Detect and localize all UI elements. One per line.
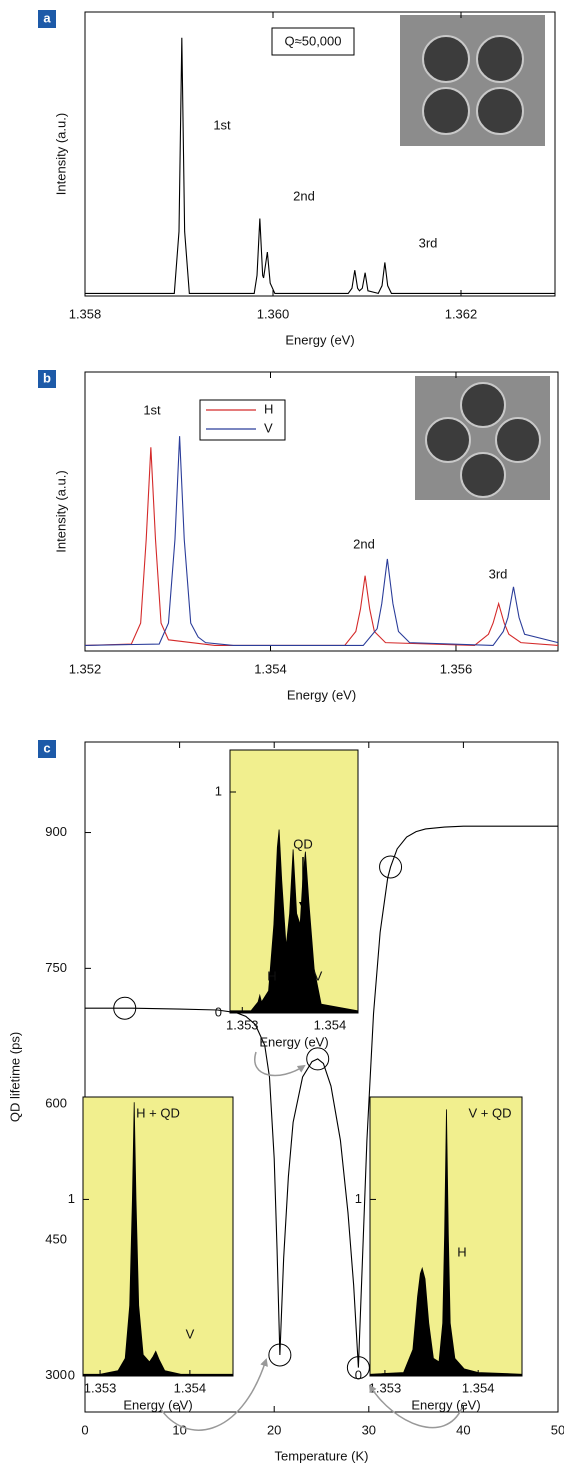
panel-label-box [38, 740, 56, 758]
y-tick-label: 1 [355, 1191, 362, 1206]
y-tick-label: 600 [45, 1096, 67, 1111]
x-tick-label: 1.354 [462, 1380, 495, 1395]
x-tick-label: 40 [456, 1422, 470, 1437]
x-axis-label: Energy (eV) [287, 687, 356, 702]
inset-spectrum [229, 829, 359, 1014]
y-axis-label: Intensity (a.u.) [53, 470, 68, 552]
x-tick-label: 1.353 [226, 1017, 259, 1032]
spectrum-line [84, 436, 559, 646]
panel-label: c [43, 740, 50, 755]
legend-label: H [264, 401, 273, 416]
sem-image-b [415, 376, 550, 500]
sem-image-a [400, 15, 545, 146]
panel-label-box [38, 10, 56, 28]
plot-frame [84, 11, 556, 297]
inset-peak-label: H [457, 1244, 466, 1259]
inset-peak-label: H + QD [136, 1105, 180, 1120]
peak-label: 3rd [419, 235, 438, 250]
x-tick-label: 1.353 [84, 1380, 117, 1395]
state-marker [113, 996, 137, 1020]
x-tick-label: 1.354 [174, 1380, 207, 1395]
y-tick-label: 0 [215, 1004, 222, 1019]
panel-label: b [43, 370, 51, 385]
inset-peak-label: V + QD [469, 1105, 512, 1120]
x-tick-label: 0 [81, 1422, 88, 1437]
y-tick-label: 900 [45, 824, 67, 839]
x-tick-label: 1.353 [369, 1380, 402, 1395]
y-tick-label: 1 [215, 783, 222, 798]
x-tick-label: 1.362 [445, 306, 478, 321]
peak-label: 2nd [353, 536, 375, 551]
pointer-arrow [368, 1384, 463, 1429]
x-tick-label: 1.358 [69, 306, 102, 321]
y-tick-label: 1 [68, 1191, 75, 1206]
y-tick-label: 0 [68, 1367, 75, 1382]
y-axis-label: Intensity (a.u.) [53, 113, 68, 195]
plot-frame [84, 741, 559, 1413]
x-axis-label: Energy (eV) [123, 1397, 192, 1412]
x-axis-label: Energy (eV) [259, 1034, 328, 1049]
inset-peak-label: QD [293, 836, 313, 851]
x-tick-label: 30 [362, 1422, 376, 1437]
x-tick-label: 10 [172, 1422, 186, 1437]
peak-label: 1st [143, 402, 161, 417]
x-tick-label: 1.360 [257, 306, 290, 321]
state-marker [346, 1356, 370, 1380]
y-tick-label: 450 [45, 1231, 67, 1246]
inset-peak-label: V [314, 968, 323, 983]
y-tick-label: 0 [355, 1367, 362, 1382]
y-axis-label: QD lifetime (ps) [7, 1032, 22, 1122]
state-marker [306, 1047, 330, 1071]
peak-label: 1st [213, 117, 231, 132]
panel-label-box [38, 370, 56, 388]
pointer-arrow [254, 1051, 306, 1077]
x-axis-label: Temperature (K) [275, 1448, 369, 1463]
x-tick-label: 50 [551, 1422, 564, 1437]
inset-peak-label: H [267, 968, 276, 983]
plot-frame [84, 371, 559, 652]
x-axis-label: Energy (eV) [411, 1397, 480, 1412]
legend-box [199, 399, 286, 441]
peak-label: 3rd [489, 566, 508, 581]
state-marker [379, 855, 403, 879]
x-tick-label: 20 [267, 1422, 281, 1437]
annotation-box [271, 27, 355, 56]
x-tick-label: 1.352 [69, 661, 102, 676]
x-tick-label: 1.356 [440, 661, 473, 676]
state-marker [268, 1343, 292, 1367]
spectrum-line [85, 825, 558, 1368]
x-axis-label: Energy (eV) [285, 332, 354, 347]
x-tick-label: 1.354 [254, 661, 287, 676]
q-annotation: Q≈50,000 [284, 33, 341, 48]
inset-background [82, 1096, 234, 1377]
x-tick-label: 1.354 [314, 1017, 347, 1032]
peak-label: 2nd [293, 188, 315, 203]
legend-label: V [264, 420, 273, 435]
y-tick-label: 300 [45, 1367, 67, 1382]
inset-spectrum [82, 1102, 234, 1377]
spectrum-line [85, 37, 555, 295]
spectrum-line [84, 447, 559, 646]
panel-label: a [43, 10, 51, 25]
inset-spectrum [369, 1109, 523, 1377]
pointer-arrow [159, 1358, 268, 1431]
y-tick-label: 750 [45, 960, 67, 975]
inset-peak-label: V [186, 1326, 195, 1341]
